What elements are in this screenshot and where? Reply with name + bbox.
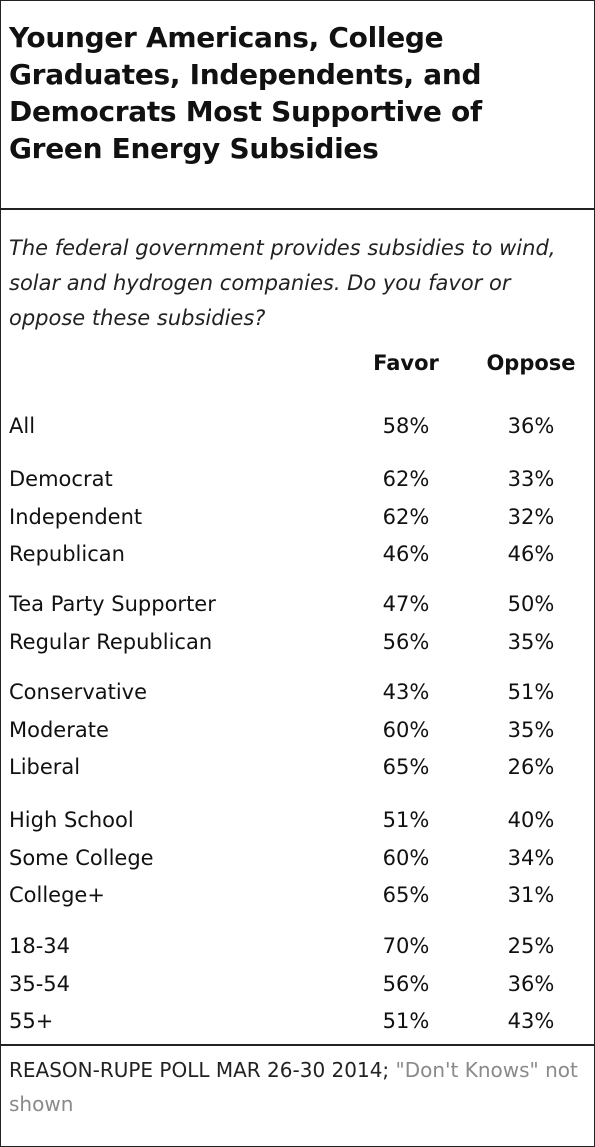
row-label: All <box>9 414 36 438</box>
table-row: 18-34 70% 25% <box>1 931 594 961</box>
table-row: High School 51% 40% <box>1 805 594 835</box>
table-row: Regular Republican 56% 35% <box>1 627 594 657</box>
favor-value: 51% <box>382 808 430 832</box>
favor-value: 43% <box>382 680 430 704</box>
table-row: Democrat 62% 33% <box>1 464 594 494</box>
favor-value: 60% <box>382 717 430 742</box>
favor-value: 62% <box>382 467 430 491</box>
favor-value: 65% <box>382 883 430 907</box>
oppose-value: 25% <box>507 934 555 958</box>
oppose-value: 36% <box>507 971 555 996</box>
row-label: Independent <box>9 504 143 529</box>
favor-value: 51% <box>382 1009 430 1033</box>
favor-value: 47% <box>382 592 430 616</box>
row-label: Tea Party Supporter <box>9 592 216 616</box>
table-row: Conservative 43% 51% <box>1 677 594 707</box>
oppose-value: 34% <box>507 845 555 870</box>
table-row: All 58% 36% <box>1 411 594 441</box>
table-row: College+ 65% 31% <box>1 880 594 910</box>
row-label: Some College <box>9 845 154 870</box>
favor-value: 62% <box>382 504 430 529</box>
oppose-value: 36% <box>507 414 555 438</box>
oppose-value: 31% <box>507 883 555 907</box>
oppose-value: 46% <box>507 542 555 566</box>
table-row: 55+ 51% 43% <box>1 1006 594 1036</box>
favor-value: 65% <box>382 755 430 779</box>
oppose-value: 35% <box>507 629 555 654</box>
row-label: 18-34 <box>9 934 71 958</box>
favor-value: 56% <box>382 629 430 654</box>
chart-title: Younger Americans, College Graduates, In… <box>9 21 482 165</box>
favor-value: 60% <box>382 845 430 870</box>
row-label: Regular Republican <box>9 629 213 654</box>
row-label: Democrat <box>9 467 113 491</box>
column-header-oppose: Oppose <box>486 351 576 375</box>
source-note: REASON-RUPE POLL MAR 26-30 2014; <box>9 1058 390 1082</box>
row-label: Liberal <box>9 755 81 779</box>
favor-value: 46% <box>382 542 430 566</box>
oppose-value: 43% <box>507 1009 555 1033</box>
table-row: Some College 60% 34% <box>1 843 594 873</box>
table-row: 35-54 56% 36% <box>1 969 594 999</box>
favor-value: 70% <box>382 934 430 958</box>
chart-footer: REASON-RUPE POLL MAR 26-30 2014; "Don't … <box>9 1053 584 1121</box>
row-label: 35-54 <box>9 971 71 996</box>
table-row: Liberal 65% 26% <box>1 752 594 782</box>
oppose-value: 26% <box>507 755 555 779</box>
oppose-value: 40% <box>507 808 555 832</box>
survey-question: The federal government provides subsidie… <box>9 236 556 330</box>
table-row: Republican 46% 46% <box>1 539 594 569</box>
title-divider <box>1 208 594 210</box>
table-row: Independent 62% 32% <box>1 502 594 532</box>
column-header-favor: Favor <box>373 351 439 375</box>
oppose-value: 50% <box>507 592 555 616</box>
row-label: Moderate <box>9 717 109 742</box>
row-label: Conservative <box>9 680 148 704</box>
row-label: 55+ <box>9 1009 54 1033</box>
footer-divider <box>1 1044 594 1046</box>
favor-value: 58% <box>382 414 430 438</box>
oppose-value: 33% <box>507 467 555 491</box>
dont-know-note: "Don't Knows" not shown <box>9 1058 578 1116</box>
table-row: Moderate 60% 35% <box>1 715 594 745</box>
table-row: Tea Party Supporter 47% 50% <box>1 589 594 619</box>
oppose-value: 32% <box>507 504 555 529</box>
row-label: High School <box>9 808 134 832</box>
oppose-value: 35% <box>507 717 555 742</box>
oppose-value: 51% <box>507 680 555 704</box>
favor-value: 56% <box>382 971 430 996</box>
row-label: College+ <box>9 883 105 907</box>
row-label: Republican <box>9 542 125 566</box>
